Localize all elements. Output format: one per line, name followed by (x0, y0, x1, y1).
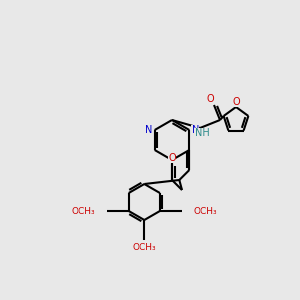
Text: N: N (145, 125, 152, 135)
Text: OCH₃: OCH₃ (71, 206, 95, 215)
Text: N: N (192, 125, 199, 135)
Text: OCH₃: OCH₃ (194, 206, 218, 215)
Text: NH: NH (195, 128, 209, 138)
Text: OCH₃: OCH₃ (133, 242, 156, 251)
Text: O: O (232, 97, 240, 107)
Text: O: O (206, 94, 214, 104)
Text: O: O (168, 153, 176, 163)
